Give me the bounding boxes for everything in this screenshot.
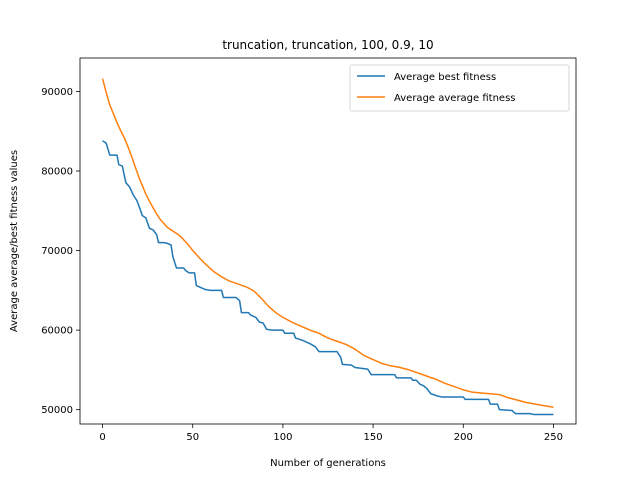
- x-tick-label: 0: [99, 432, 105, 443]
- legend-box: [349, 64, 570, 112]
- y-tick-label: 80000: [41, 166, 73, 177]
- plot-area: [79, 57, 577, 425]
- legend-label-best: Average best fitness: [394, 72, 496, 83]
- chart-title: truncation, truncation, 100, 0.9, 10: [222, 38, 433, 52]
- x-axis-label: Number of generations: [270, 458, 386, 469]
- y-tick-label: 90000: [41, 87, 73, 98]
- x-tick-label: 100: [273, 432, 292, 443]
- legend: Average best fitness Average average fit…: [349, 64, 570, 112]
- y-tick-label: 70000: [41, 246, 73, 257]
- y-axis-label: Average average/best fitness values: [9, 150, 20, 332]
- y-axis-ticks: 50000 60000 70000 80000 90000: [41, 87, 80, 416]
- series-layer: [101, 78, 554, 416]
- axes-frame: [79, 57, 577, 425]
- series-line-average-average-fitness: [101, 78, 554, 409]
- x-axis-ticks: 0 50 100 150 200 250: [99, 424, 563, 443]
- x-tick-label: 200: [454, 432, 473, 443]
- y-tick-label: 60000: [41, 326, 73, 337]
- y-tick-label: 50000: [41, 405, 73, 416]
- series-line-average-best-fitness: [102, 140, 554, 416]
- x-tick-label: 150: [364, 432, 383, 443]
- x-tick-label: 50: [186, 432, 199, 443]
- legend-label-average: Average average fitness: [394, 93, 516, 104]
- x-tick-label: 250: [544, 432, 563, 443]
